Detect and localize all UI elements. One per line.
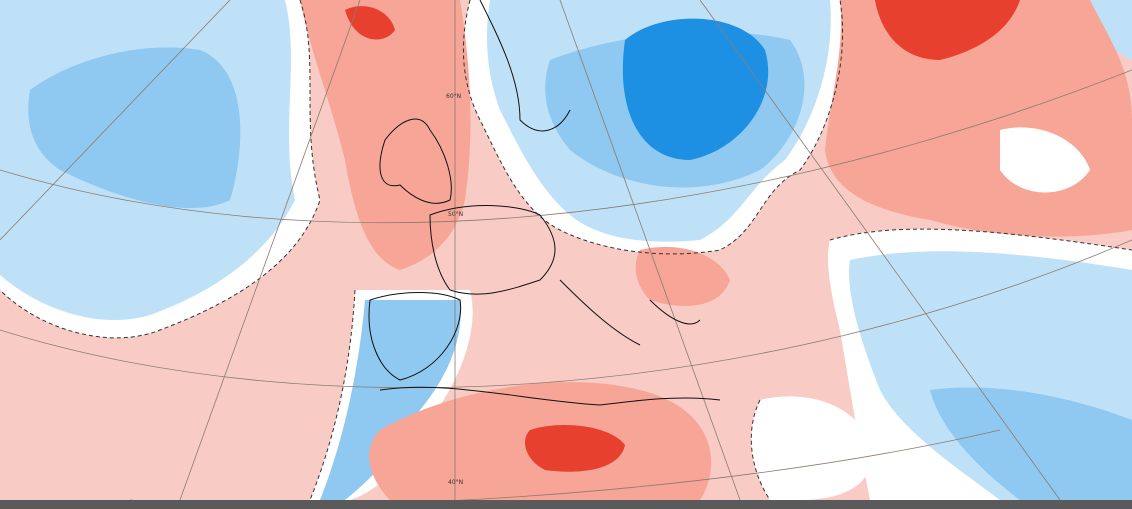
bottom-bar — [0, 500, 1132, 509]
latitude-label: 50°N — [448, 211, 463, 218]
coastlines — [368, 0, 721, 406]
latitude-label: 60°N — [446, 93, 461, 100]
latitude-labels: 60°N 50°N 40°N — [446, 93, 463, 486]
latitude-label: 40°N — [448, 479, 463, 486]
